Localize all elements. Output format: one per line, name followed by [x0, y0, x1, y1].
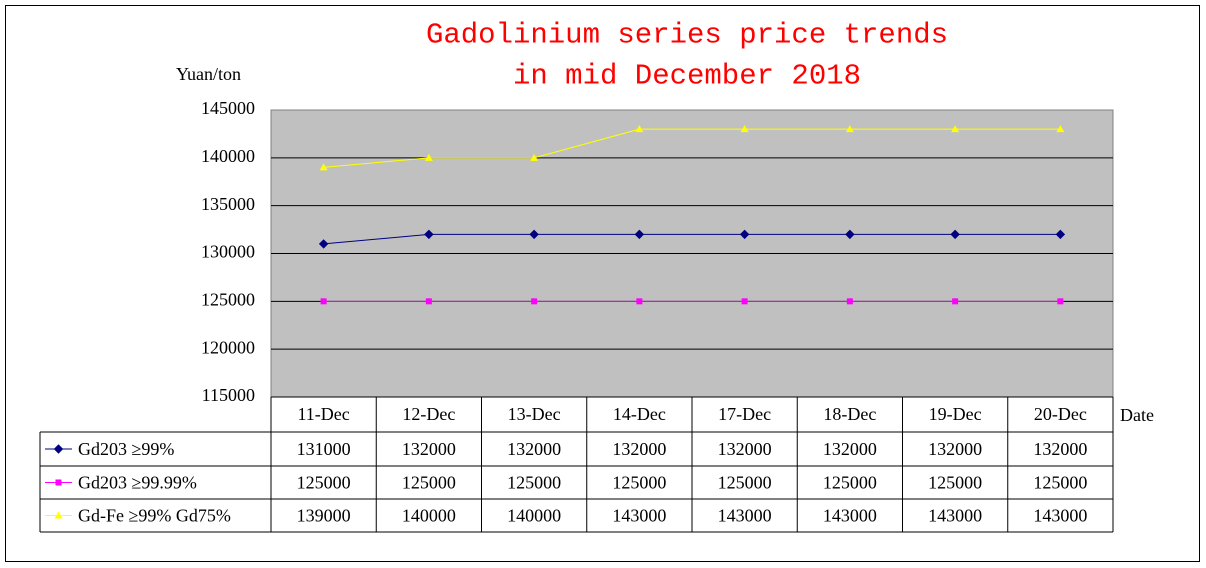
chart-title: Gadolinium series price trends	[426, 19, 948, 52]
y-tick-label: 115000	[202, 385, 255, 405]
point	[951, 125, 960, 133]
x-tick-label: 19-Dec	[929, 404, 982, 424]
point	[1057, 298, 1064, 305]
table-value: 143000	[823, 506, 877, 526]
table-value: 143000	[928, 506, 982, 526]
table-value: 125000	[297, 473, 351, 493]
point	[635, 125, 644, 133]
table-value: 132000	[1033, 439, 1087, 459]
table-value: 132000	[928, 439, 982, 459]
point	[424, 229, 434, 240]
table-value: 132000	[718, 439, 772, 459]
point	[741, 298, 748, 305]
x-tick-label: 13-Dec	[508, 404, 561, 424]
y-tick-label: 120000	[201, 337, 255, 357]
y-axis-label: Yuan/ton	[176, 64, 241, 84]
chart-title: in mid December 2018	[513, 60, 861, 93]
point	[424, 153, 433, 161]
x-tick-label: 17-Dec	[718, 404, 771, 424]
series-line	[323, 128, 1061, 168]
point	[320, 298, 327, 305]
series-line	[323, 233, 1061, 245]
y-tick-label: 140000	[201, 146, 255, 166]
point	[950, 229, 960, 240]
point	[425, 298, 432, 305]
x-tick-label: 12-Dec	[402, 404, 455, 424]
legend-label: Gd-Fe ≥99% Gd75%	[78, 506, 231, 526]
table-value: 125000	[1033, 473, 1087, 493]
table-value: 143000	[612, 506, 666, 526]
point	[318, 239, 329, 249]
table-value: 125000	[402, 473, 456, 493]
table-value: 132000	[507, 439, 561, 459]
table-value: 125000	[928, 473, 982, 493]
table-value: 132000	[823, 439, 877, 459]
legend-marker	[54, 511, 63, 519]
y-tick-label: 125000	[201, 289, 255, 309]
x-tick-label: 14-Dec	[613, 404, 666, 424]
table-value: 140000	[402, 506, 456, 526]
point	[846, 298, 853, 305]
table-value: 143000	[1033, 506, 1087, 526]
point	[740, 125, 749, 133]
legend-marker	[53, 444, 64, 454]
table-value: 139000	[297, 506, 351, 526]
table-value: 131000	[297, 439, 351, 459]
x-tick-label: 18-Dec	[823, 404, 876, 424]
point	[845, 229, 855, 240]
point	[845, 125, 854, 133]
legend-marker	[55, 479, 62, 486]
point	[1056, 125, 1065, 133]
point	[952, 298, 959, 305]
legend-label: Gd203 ≥99%	[78, 439, 174, 459]
table-value: 125000	[507, 473, 561, 493]
y-tick-label: 130000	[201, 242, 255, 262]
point	[636, 298, 643, 305]
point	[1055, 229, 1066, 240]
point	[530, 153, 539, 161]
table-value: 125000	[823, 473, 877, 493]
point	[529, 229, 539, 240]
table-value: 143000	[718, 506, 772, 526]
x-tick-label: 20-Dec	[1034, 404, 1087, 424]
table-value: 140000	[507, 506, 561, 526]
table-value: 125000	[718, 473, 772, 493]
legend-label: Gd203 ≥99.99%	[78, 473, 197, 493]
x-tick-label: 11-Dec	[297, 404, 349, 424]
point	[739, 229, 750, 240]
y-tick-label: 145000	[201, 98, 255, 118]
table-value: 132000	[612, 439, 666, 459]
table-value: 132000	[402, 439, 456, 459]
x-axis-label: Date	[1120, 405, 1154, 425]
point	[531, 298, 538, 305]
table-value: 125000	[612, 473, 666, 493]
point	[634, 229, 645, 240]
point	[319, 163, 328, 171]
y-tick-label: 135000	[201, 194, 255, 214]
